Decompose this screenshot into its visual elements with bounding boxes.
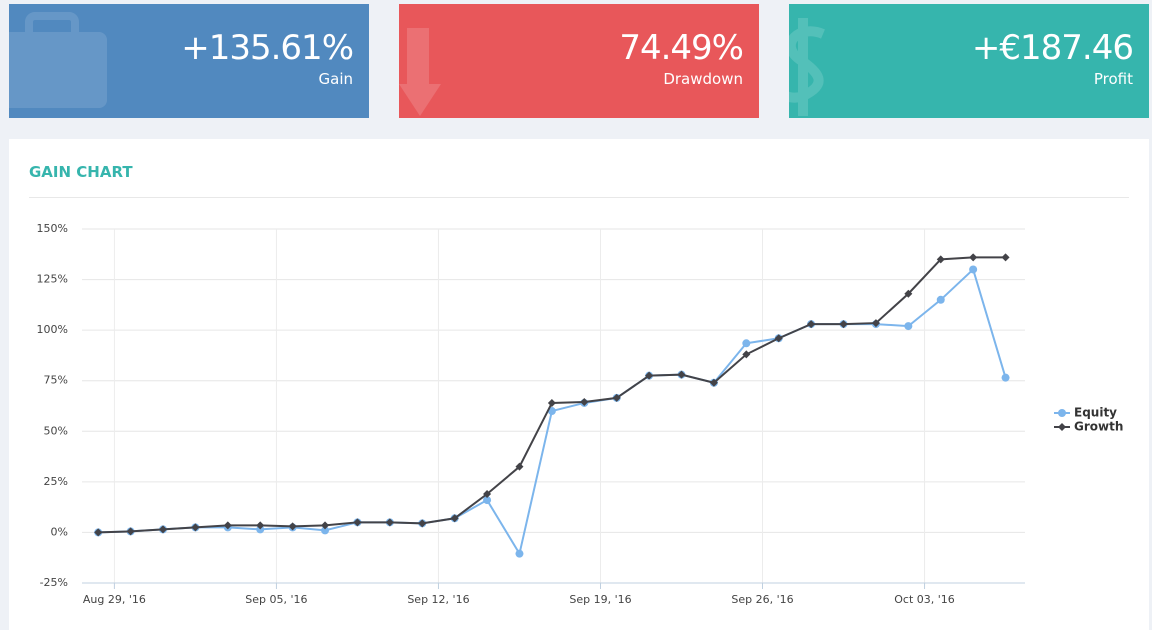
point — [418, 519, 427, 528]
point — [547, 398, 556, 407]
x-tick-label: Aug 29, '16 — [83, 593, 146, 606]
point — [483, 496, 492, 505]
legend-label: Equity — [1074, 406, 1117, 420]
point — [288, 522, 297, 531]
x-tick-label: Sep 26, '16 — [731, 593, 793, 606]
point — [385, 518, 394, 527]
point — [969, 253, 978, 262]
point — [321, 521, 330, 530]
point — [159, 525, 168, 534]
series-line — [98, 256, 1006, 534]
card-value: +€187.46 — [971, 28, 1134, 68]
panel-title: GAIN CHART — [29, 163, 133, 181]
point — [256, 525, 265, 534]
card-value: +135.61% — [181, 28, 354, 68]
point — [126, 527, 135, 536]
x-tick-label: Sep 19, '16 — [569, 593, 631, 606]
briefcase-icon — [9, 12, 107, 108]
point — [580, 397, 589, 406]
divider — [29, 197, 1129, 198]
y-tick-label: 100% — [37, 323, 68, 336]
point — [904, 289, 913, 298]
y-tick-label: 125% — [37, 273, 68, 286]
point — [969, 265, 978, 274]
y-tick-label: -25% — [40, 576, 68, 589]
legend-marker — [1058, 423, 1066, 431]
point — [353, 518, 362, 527]
profit-card: +€187.46 Profit — [789, 4, 1149, 118]
gain-card: +135.61% Gain — [9, 4, 369, 118]
legend-marker — [1058, 409, 1066, 417]
point — [774, 334, 783, 343]
arrow-icon — [399, 28, 441, 116]
point — [807, 320, 816, 329]
card-label: Gain — [318, 70, 354, 88]
point — [94, 528, 103, 537]
dollar-icon — [789, 18, 825, 116]
point — [645, 371, 654, 380]
point — [677, 370, 686, 379]
x-tick-label: Oct 03, '16 — [894, 593, 955, 606]
point — [1001, 373, 1010, 382]
point — [256, 521, 265, 530]
point — [515, 462, 524, 471]
point — [450, 514, 459, 523]
y-tick-label: 150% — [37, 222, 68, 235]
point — [742, 350, 751, 359]
gain-panel: GAIN CHART — [9, 139, 1149, 630]
y-tick-label: 0% — [51, 525, 68, 538]
y-tick-label: 75% — [44, 374, 68, 387]
point — [742, 339, 751, 348]
point — [1001, 253, 1010, 262]
card-value: 74.49% — [619, 28, 744, 68]
point — [839, 320, 848, 329]
point — [709, 378, 718, 387]
point — [483, 489, 492, 498]
legend-label: Growth — [1074, 420, 1123, 434]
x-tick-label: Sep 05, '16 — [245, 593, 307, 606]
drawdown-card: 74.49% Drawdown — [399, 4, 759, 118]
x-tick-label: Sep 12, '16 — [407, 593, 469, 606]
point — [936, 295, 945, 304]
point — [321, 526, 330, 535]
point — [191, 523, 200, 532]
point — [223, 521, 232, 530]
point — [936, 255, 945, 264]
point — [612, 393, 621, 402]
y-tick-label: 25% — [44, 475, 68, 488]
point — [515, 549, 524, 558]
point — [904, 322, 913, 331]
y-tick-label: 50% — [44, 424, 68, 437]
card-label: Profit — [1093, 70, 1133, 88]
card-label: Drawdown — [663, 70, 743, 88]
point — [871, 319, 880, 328]
